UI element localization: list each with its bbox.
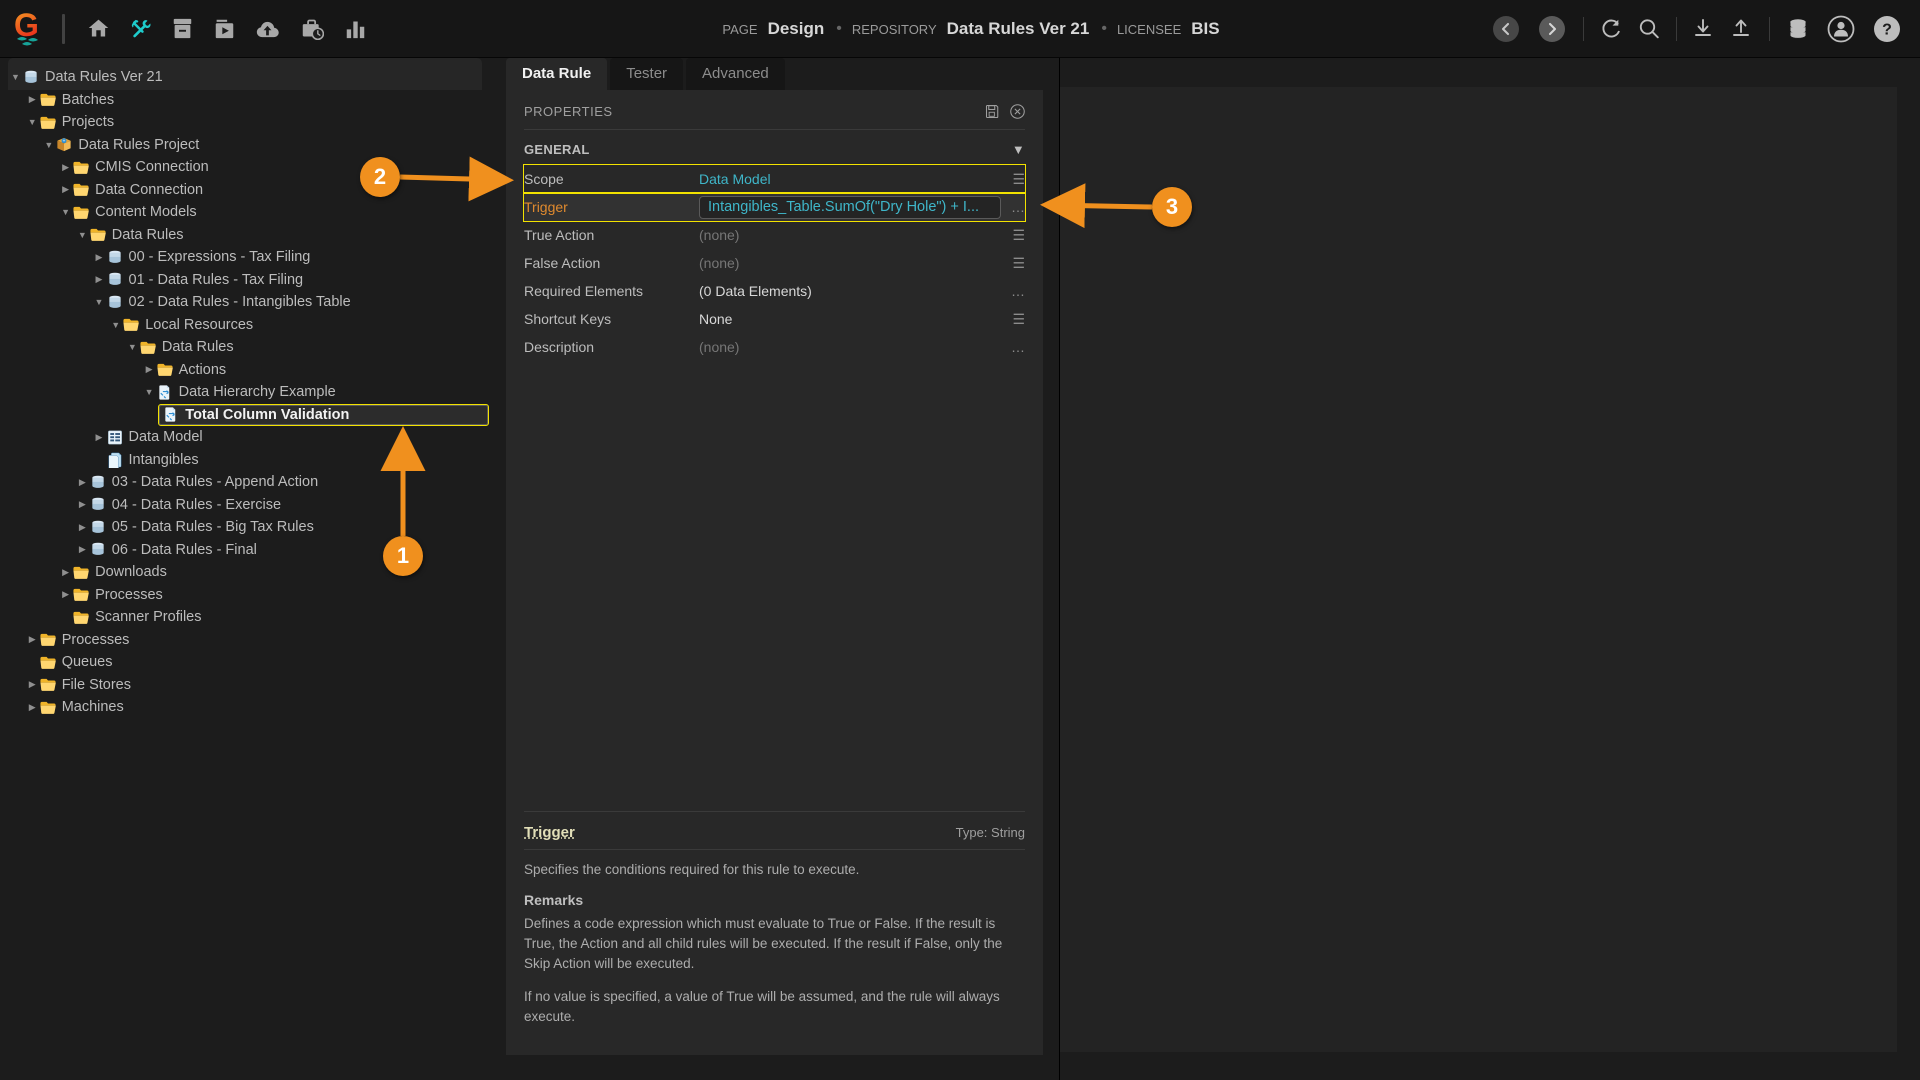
svg-text:G: G bbox=[14, 9, 39, 43]
svg-text:?: ? bbox=[1882, 22, 1892, 39]
